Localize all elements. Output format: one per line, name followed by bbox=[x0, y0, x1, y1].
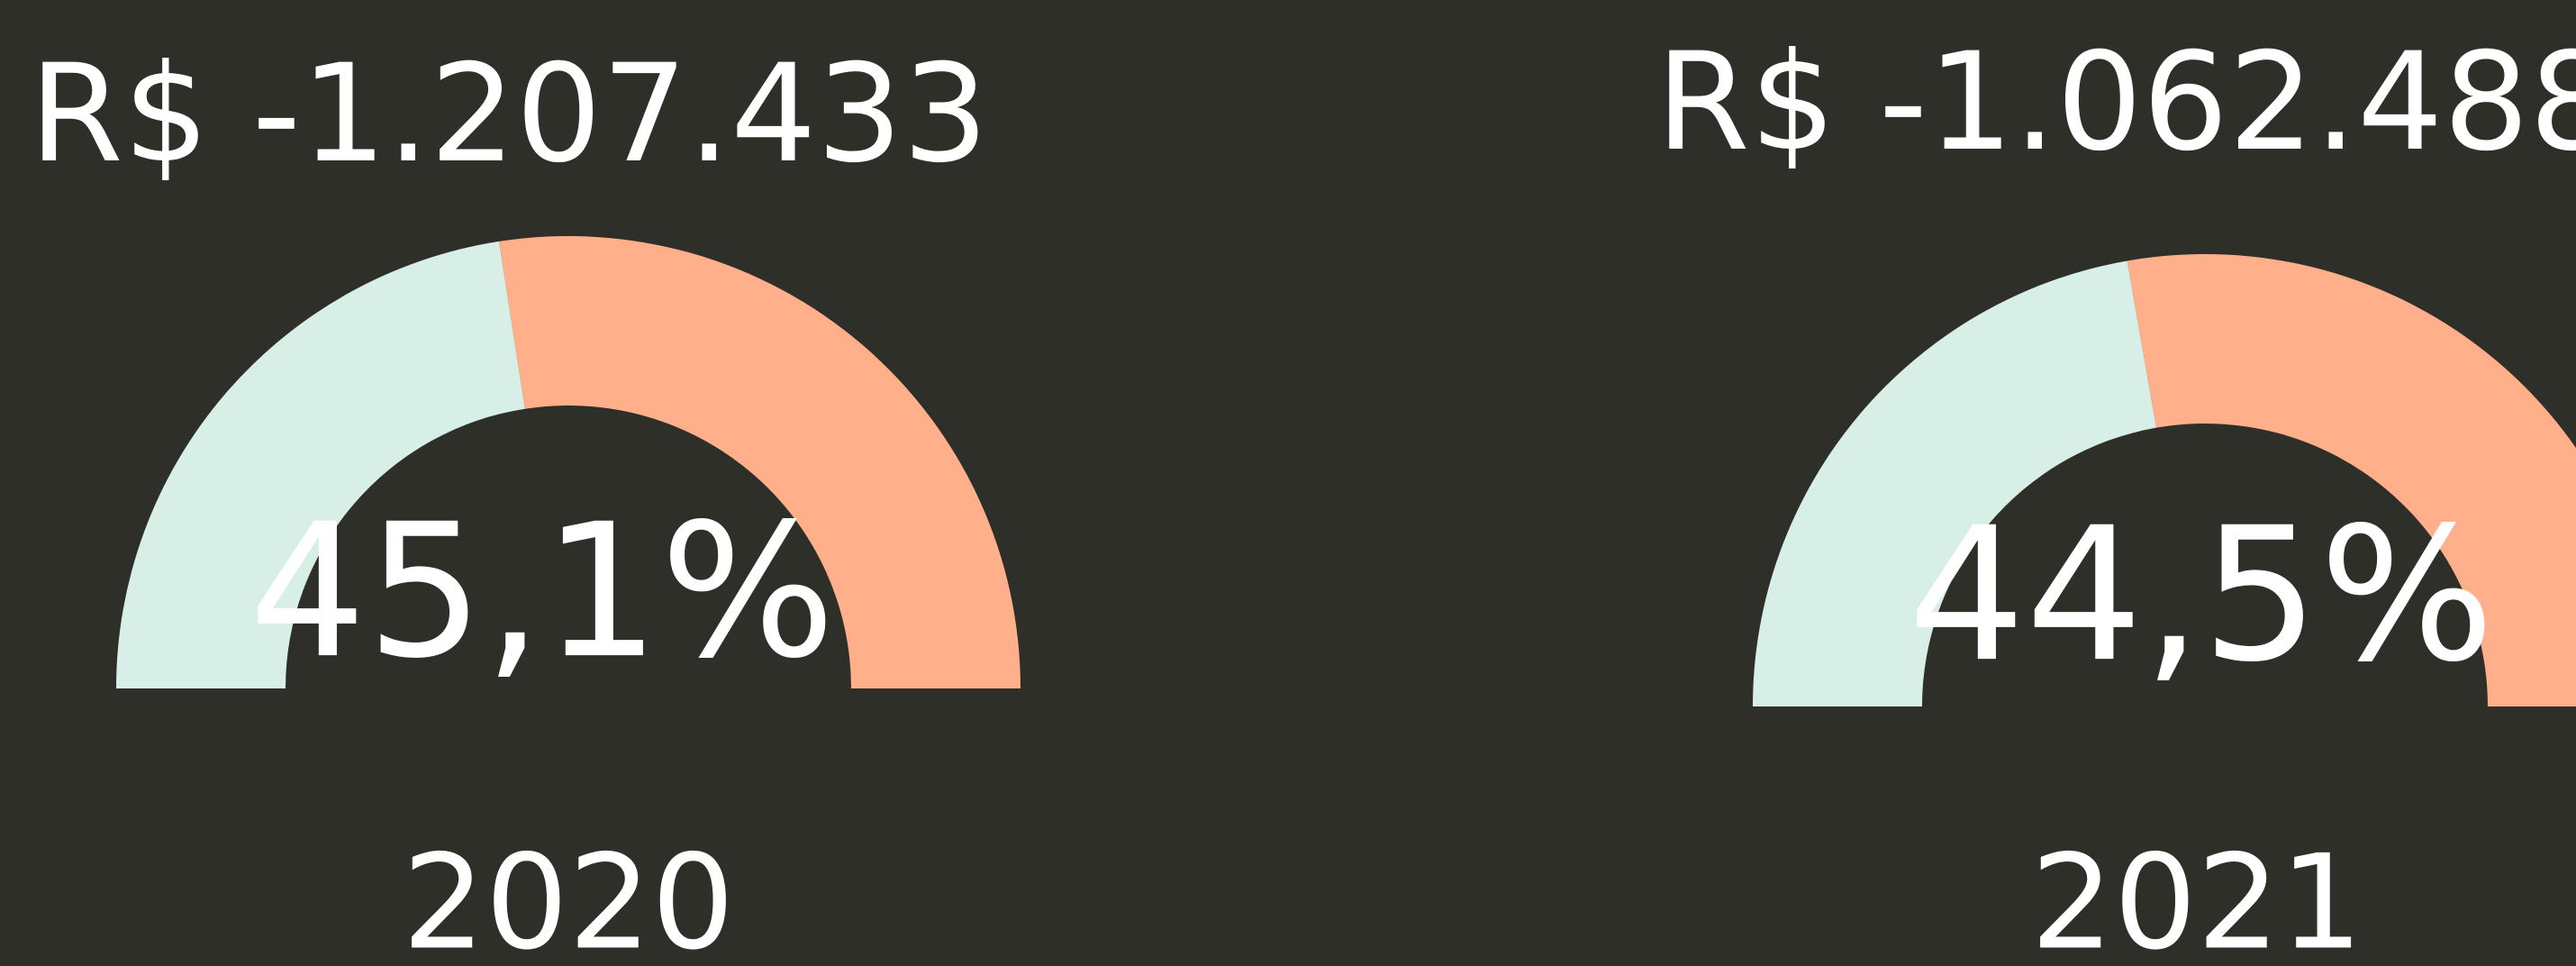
gauge-remainder bbox=[499, 236, 1020, 688]
gauge-remainder bbox=[2127, 254, 2576, 706]
gauge-title: R$ -1.207.433 bbox=[30, 36, 989, 193]
gauge-fill bbox=[116, 241, 525, 688]
gauge-value-label: 44,5% bbox=[1908, 488, 2494, 703]
gauge-fill bbox=[1753, 260, 2157, 706]
gauge-category: 2021 bbox=[2030, 827, 2363, 966]
gauge-category: 2020 bbox=[402, 827, 734, 966]
gauge-title: R$ -1.062.488 bbox=[1656, 24, 2576, 181]
gauge-value-label: 45,1% bbox=[249, 485, 835, 699]
